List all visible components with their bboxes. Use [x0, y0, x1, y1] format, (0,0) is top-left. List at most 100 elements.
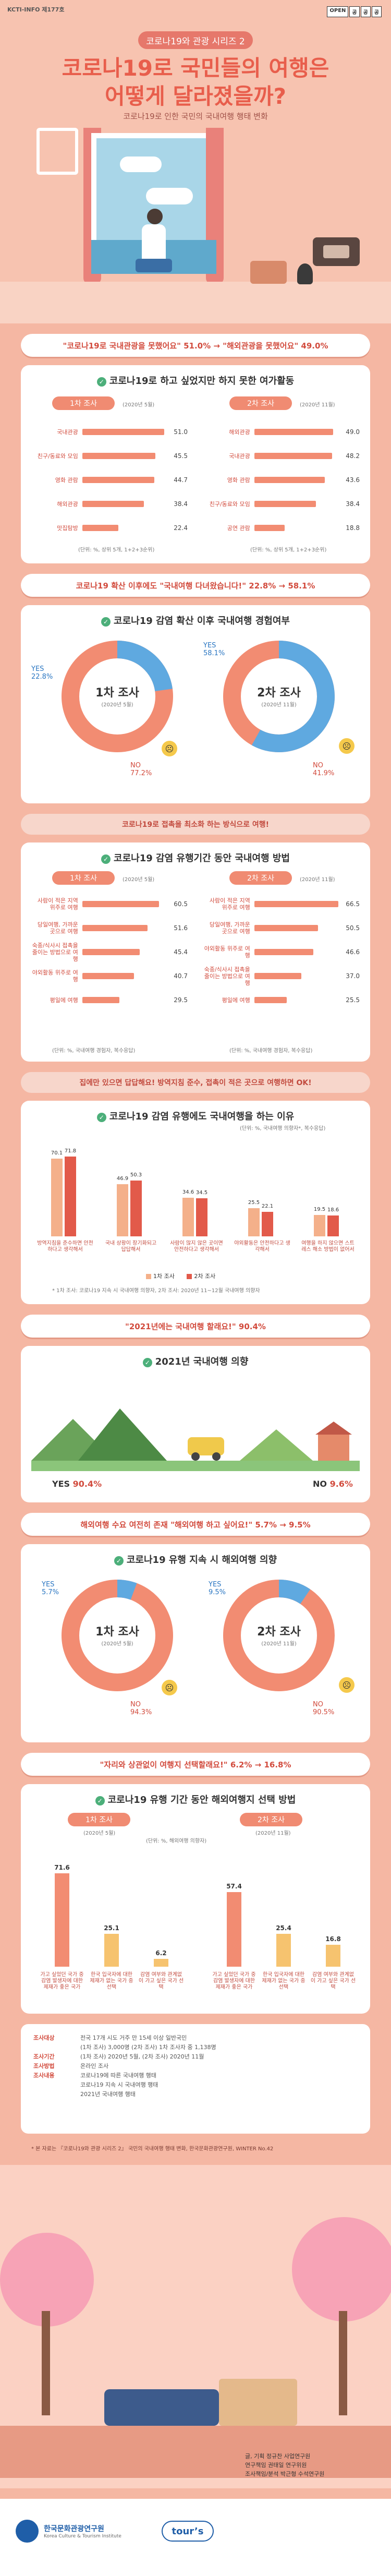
- survey2-no: NO 41.9%: [313, 762, 335, 777]
- survey2-bar-row: 숙종/식사시 접촉을 줄이는 방법으로 여행 37.0: [203, 964, 360, 988]
- survey2-yes: YES 58.1%: [203, 642, 225, 657]
- info-row: 2021년 국내여행 행태: [33, 2090, 358, 2099]
- section6-panel: ✓ 코로나19 유행 지속 시 해외여행 의향 1차 조사 (2020년 5월) …: [21, 1544, 370, 1742]
- section7-panel: ✓ 코로나19 유행 기간 동안 해외여행지 선택 방법 1차 조사 (2020년…: [21, 1784, 370, 2014]
- bar-label: 숙종/식사시 접촉을 줄이는 방법으로 여행: [204, 966, 250, 986]
- survey2-bars: 사람이 적은 지역 위주로 여행 66.5 당일여행, 가까운 곳으로 여행 50.5…: [203, 892, 360, 1012]
- sad-face-icon: ☹: [339, 738, 355, 754]
- open-badge-text: OPEN: [327, 6, 349, 17]
- reason-bar-value: 34.6: [182, 1189, 194, 1196]
- selection-bar-value: 25.1: [104, 1924, 119, 1932]
- section6-banner: 해외여행 수요 여전히 존재 "해외여행 하고 싶어요!" 5.7% → 9.5…: [21, 1513, 370, 1536]
- survey1-bar-row: 당일여행, 가까운 곳으로 여행 51.6: [31, 916, 188, 940]
- info-key: 조사대상: [33, 2035, 55, 2041]
- info-row: 조사대상 전국 17개 시도 거주 만 15세 이상 일반국민: [33, 2033, 358, 2043]
- bar-value: 37.0: [346, 972, 360, 980]
- bar: [82, 429, 165, 435]
- sad-face-icon: ☹: [339, 1677, 355, 1693]
- survey2-date: (2020년 11월): [300, 402, 335, 408]
- selection-bar-value: 57.4: [226, 1882, 242, 1890]
- bar: [254, 477, 325, 483]
- survey1-date: (2020년 5월): [123, 402, 155, 408]
- survey1-no: NO 94.3%: [130, 1701, 152, 1716]
- survey1-bar-row: 친구/동료와 모임 45.5: [31, 444, 188, 468]
- road-trip-illustration: [31, 1409, 360, 1471]
- section1-panel: ✓ 코로나19로 하고 싶었지만 하지 못한 여가활동 1차 조사 (2020년 …: [21, 365, 370, 563]
- bar-label: 해외관광: [229, 428, 250, 436]
- selection-bar-value: 6.2: [155, 1949, 167, 1957]
- survey1-bars: 사람이 적은 지역 위주로 여행 60.5 당일여행, 가까운 곳으로 여행 51.6…: [31, 892, 188, 1012]
- survey-info-box: 조사대상 전국 17개 시도 거주 만 15세 이상 일반국민 (1차 조사) 3,…: [21, 2024, 370, 2134]
- bar-label: 사람이 적은 지역 위주로 여행: [209, 897, 250, 911]
- sad-face-icon: ☹: [162, 741, 177, 756]
- bar: [82, 973, 134, 979]
- reason-bar-value: 50.3: [130, 1172, 142, 1178]
- tours-logo: tour’s: [162, 2521, 214, 2542]
- selection-bar: [276, 1933, 291, 1967]
- bar-value: 60.5: [174, 900, 188, 908]
- page-subtitle: 코로나19로 인한 국민의 국내여행 행태 변화: [123, 112, 268, 121]
- survey2-tag: 2차 조사: [229, 871, 292, 885]
- side-table-illustration: [250, 261, 287, 284]
- info-value: (1차 조사) 2020년 5월, (2차 조사) 2020년 11월: [80, 2053, 204, 2060]
- survey2-yes: YES 9.5%: [209, 1581, 226, 1596]
- survey2-tag: 2차 조사: [229, 396, 292, 410]
- survey2-bars: 해외관광 49.0 국내관광 48.2 영화 관람 43.6 친구/동료와 모임 38.4 공연…: [203, 420, 360, 540]
- reason-bar: [182, 1198, 194, 1236]
- survey1-vbars: 71.6 가고 싶었던 국가 중 감염 발생자에 대한 제재가 좋은 국가 25.1…: [31, 1847, 188, 2003]
- bar-label: 평일에 여행: [222, 996, 250, 1004]
- info-key: 조사내용: [33, 2072, 55, 2079]
- bar-value: 45.4: [174, 948, 188, 956]
- bar: [82, 453, 156, 459]
- survey1-bar-row: 야외활동 위주로 여행 40.7: [31, 964, 188, 988]
- reason-bar-value: 19.5: [313, 1206, 326, 1212]
- bar-value: 51.6: [174, 924, 188, 932]
- no-result: NO 9.6%: [313, 1479, 353, 1489]
- section4-heading: ✓ 코로나19 감염 유행에도 국내여행을 하는 이유: [21, 1109, 370, 1123]
- selection-label: 가고 싶었던 국가 중 감염 발생자에 대한 제재가 좋은 국가: [212, 1972, 256, 1990]
- reason-label: 사람이 많지 않은 곳이면 안전하다고 생각해서: [170, 1241, 223, 1253]
- legend-swatch: [187, 1274, 192, 1279]
- legend-swatch: [146, 1274, 151, 1279]
- yes-slice: [117, 641, 173, 692]
- reason-bar: [327, 1215, 339, 1236]
- survey2-bar-row: 공연 관람 18.8: [203, 516, 360, 540]
- bar-label: 공연 관람: [227, 524, 250, 532]
- bar-label: 친구/동료와 모임: [37, 452, 78, 460]
- survey2-center: 2차 조사 (2020년 11월): [257, 1626, 301, 1647]
- org-logo: 한국문화관광연구원 Korea Culture & Tourism Instit…: [16, 2520, 121, 2543]
- section4-banner: 집에만 있으면 답답해요! 방역지침 준수, 접촉이 적은 곳으로 여행하면 O…: [21, 1072, 370, 1093]
- reason-label: 국내 상황이 장기화되고 답답해서: [105, 1241, 157, 1253]
- check-icon: ✓: [95, 1796, 105, 1805]
- yes-result: YES 90.4%: [52, 1479, 102, 1489]
- bar-value: 38.4: [174, 500, 188, 508]
- bar: [254, 997, 287, 1003]
- section2-panel: ✓ 코로나19 감염 확산 이후 국내여행 경험여부 1차 조사 (2020년 5…: [21, 605, 370, 803]
- survey2-date: (2020년 11월): [255, 1831, 291, 1836]
- info-key: 조사방법: [33, 2063, 55, 2069]
- section7-banner: "자리와 상관없이 여행지 선택할래요!" 6.2% → 16.8%: [21, 1753, 370, 1776]
- survey-info-rows: 조사대상 전국 17개 시도 거주 만 15세 이상 일반국민 (1차 조사) 3,…: [33, 2033, 358, 2099]
- section4-panel: ✓ 코로나19 감염 유행에도 국내여행을 하는 이유 (단위: %, 국내여행 …: [21, 1101, 370, 1304]
- survey1-yes: YES 22.8%: [31, 665, 53, 681]
- survey1-bar-row: 맛집탐방 22.4: [31, 516, 188, 540]
- bar: [82, 949, 140, 955]
- bar-label: 당일여행, 가까운 곳으로 여행: [209, 921, 250, 935]
- bar: [82, 901, 159, 907]
- open-license-badge: OPEN 공 공 공: [327, 6, 382, 17]
- selection-bar-value: 16.8: [325, 1935, 341, 1943]
- bar-value: 51.0: [174, 428, 188, 436]
- bar-value: 22.4: [174, 524, 188, 532]
- survey1-center: 1차 조사 (2020년 5월): [95, 687, 139, 708]
- info-key: [33, 2090, 80, 2099]
- section3-panel: ✓ 코로나19 감염 유행기간 동안 국내여행 방법 1차 조사 (2020년 5…: [21, 842, 370, 1062]
- bar-value: 43.6: [346, 476, 360, 484]
- check-icon: ✓: [96, 1113, 106, 1122]
- bar-label: 야외활동 위주로 여행: [32, 969, 78, 983]
- reason-bar-value: 46.9: [116, 1176, 129, 1182]
- issue-tag: KCTI-INFO 제177호: [7, 6, 65, 13]
- reason-bar: [117, 1184, 128, 1236]
- cloud-icon: [120, 157, 162, 172]
- bar-value: 18.8: [346, 524, 360, 532]
- bar-label: 영화 관람: [227, 476, 250, 484]
